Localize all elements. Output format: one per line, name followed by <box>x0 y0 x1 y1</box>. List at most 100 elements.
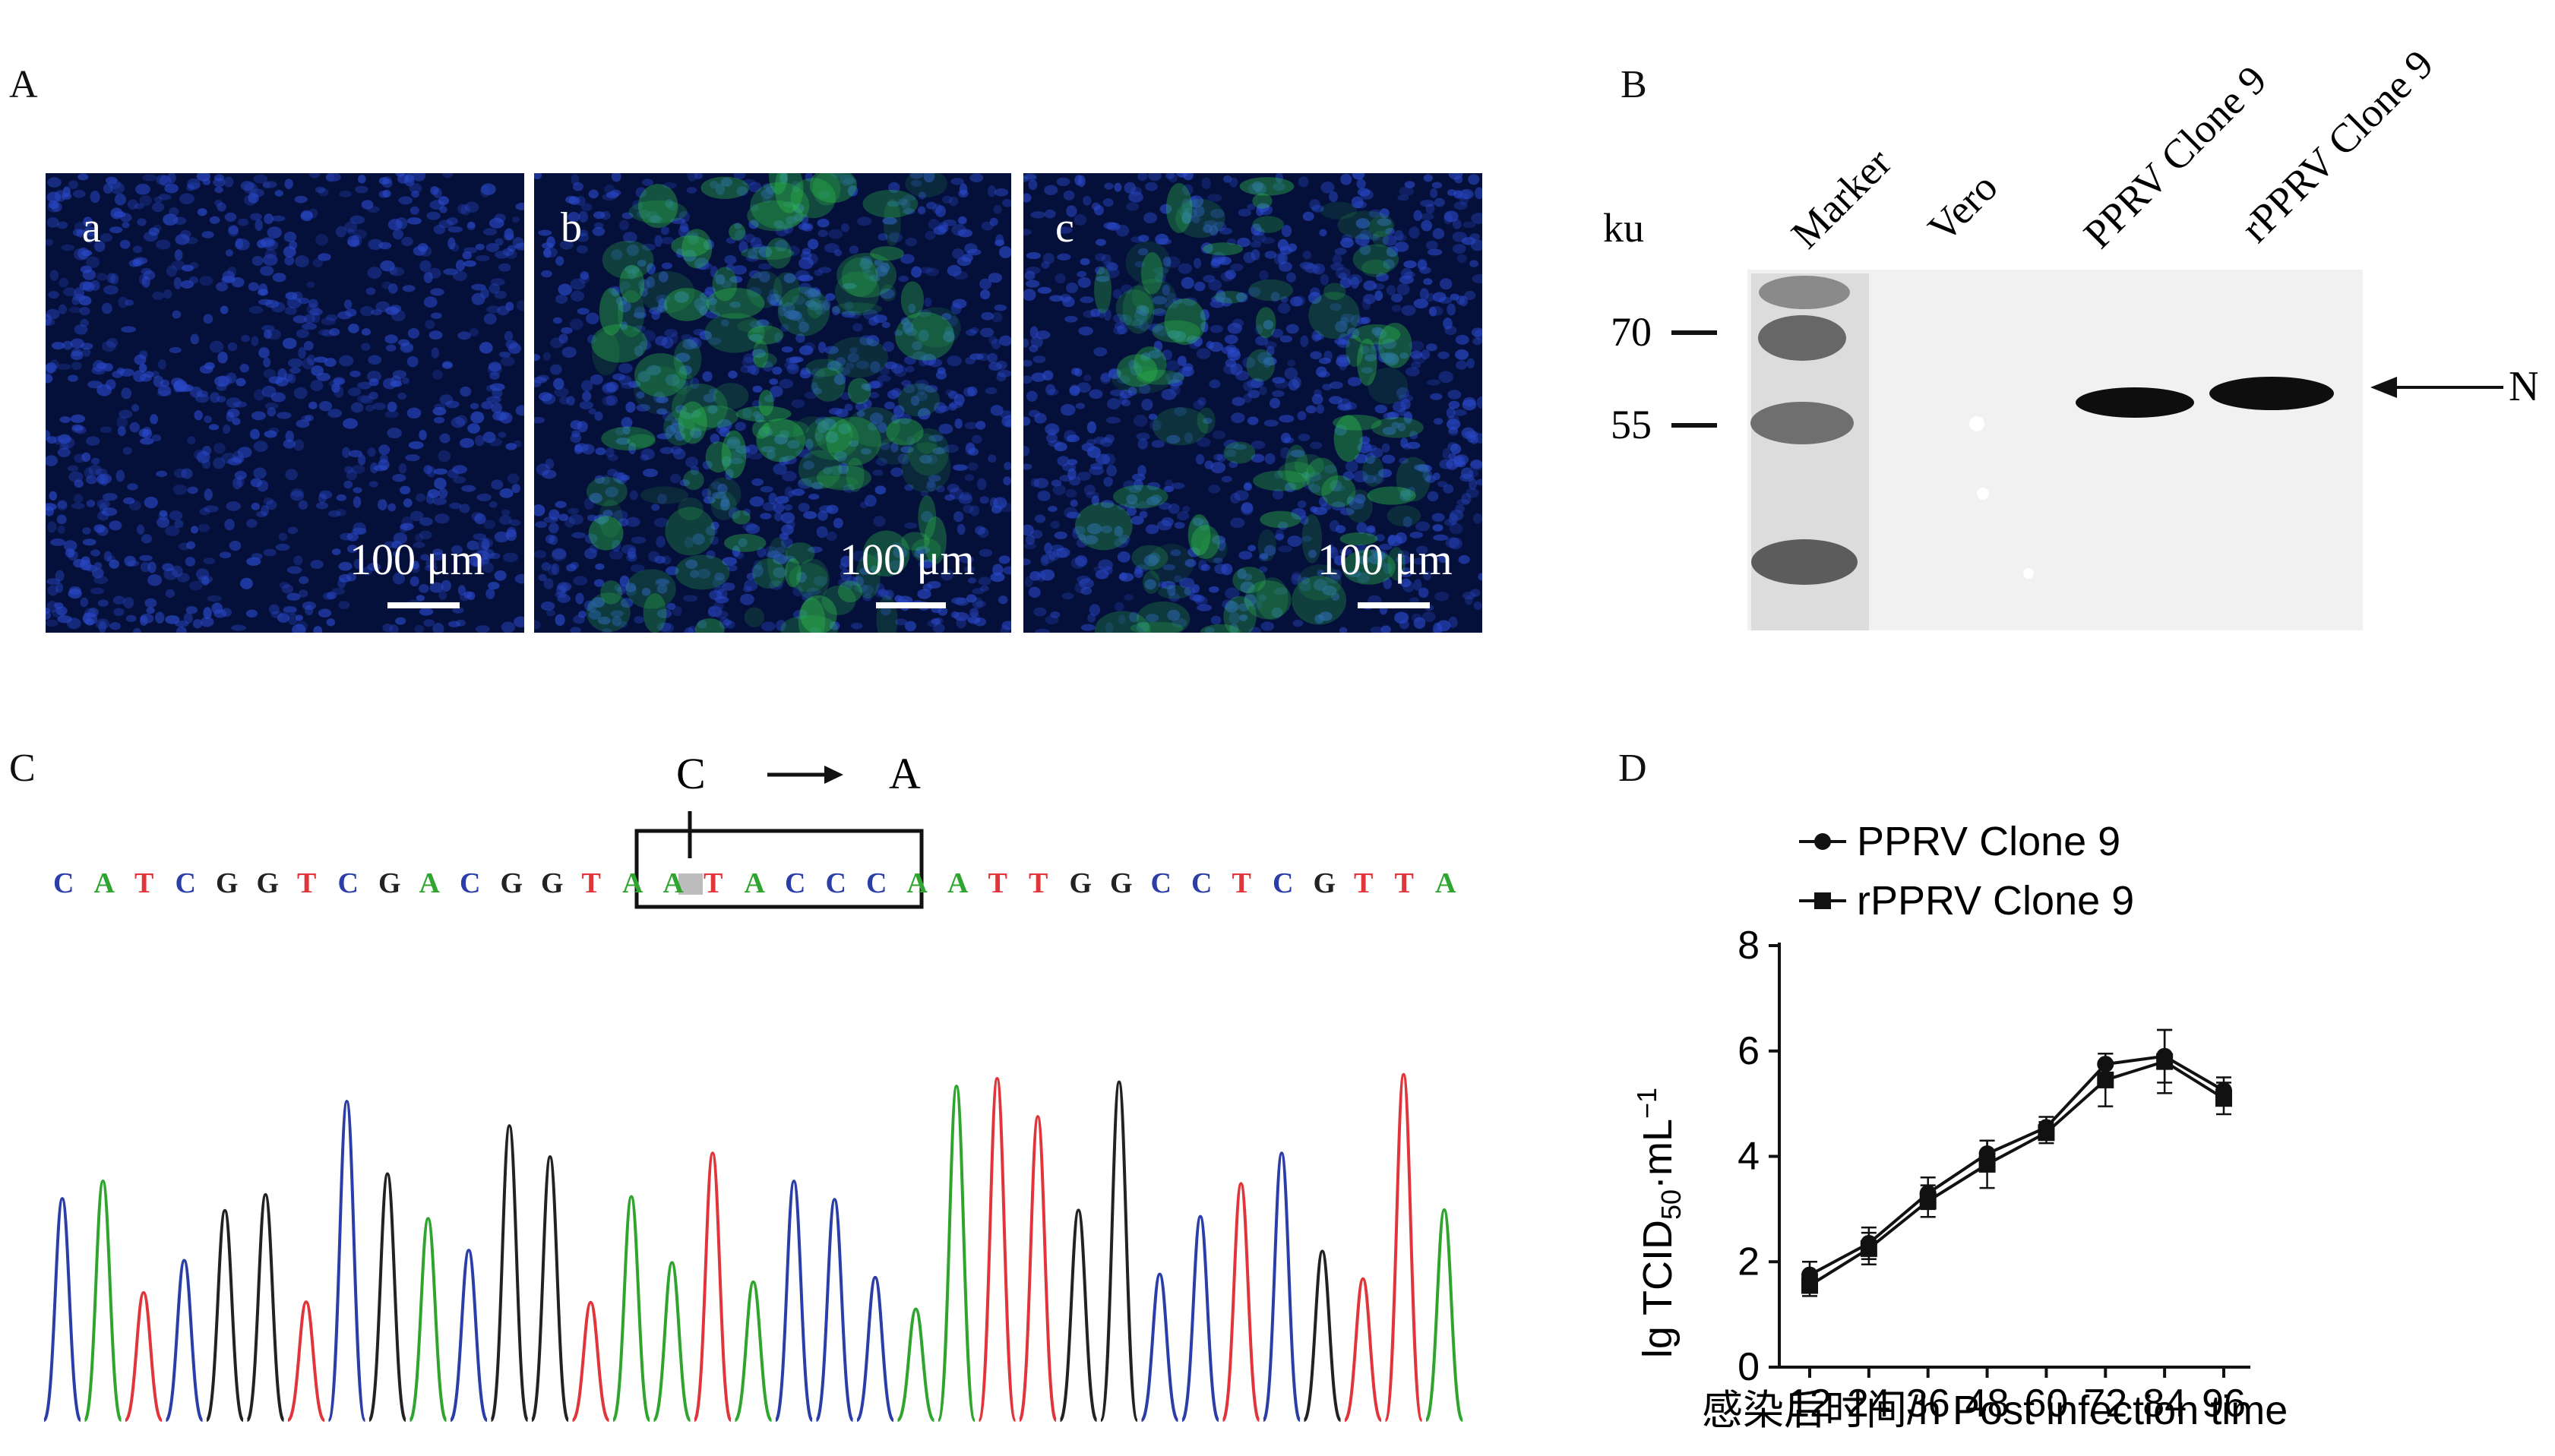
trace-peak <box>1343 1277 1383 1422</box>
micrograph-b-label: b <box>561 204 582 251</box>
chromatogram-trace <box>43 1072 1464 1422</box>
trace-peak <box>43 1197 82 1422</box>
mutation-arrow-head <box>824 766 843 784</box>
micrograph-c: c 100 μm <box>1023 173 1482 633</box>
lane-label-rpprv: rPPRV Clone 9 <box>2232 41 2442 251</box>
sequence-base: A <box>947 867 969 899</box>
micrograph-a: a 100 μm <box>46 173 524 633</box>
sequence-base: A <box>907 867 928 899</box>
sequence-base: C <box>460 867 480 899</box>
unit-ku: ku <box>1603 205 1644 251</box>
trace-peak <box>652 1261 692 1422</box>
trace-peak <box>1018 1115 1058 1422</box>
trace-peak <box>408 1217 448 1422</box>
x-tick-label: 12 <box>1788 1382 1832 1426</box>
sequence-base: A <box>745 867 766 899</box>
sequence-base: G <box>501 867 523 899</box>
micrograph-c-scale-text: 100 μm <box>1317 535 1453 584</box>
trace-peak <box>327 1099 367 1422</box>
data-point-square <box>2038 1124 2055 1142</box>
legend-marker-circle <box>1814 833 1831 850</box>
micrograph-b-scale-text: 100 μm <box>840 535 975 584</box>
x-tick-label: 48 <box>1965 1382 2010 1426</box>
trace-peak <box>733 1280 773 1422</box>
trace-peak <box>368 1172 407 1422</box>
trace-peak <box>1302 1249 1342 1422</box>
sequence-base: T <box>297 867 316 899</box>
trace-peak <box>571 1300 611 1422</box>
sequence-base: C <box>175 867 196 899</box>
blot-speck <box>1977 488 1989 500</box>
trace-peak <box>1099 1080 1139 1422</box>
mutation-to: A <box>889 749 921 798</box>
sequence-base: G <box>541 867 564 899</box>
trace-peak <box>286 1300 326 1422</box>
trace-peak <box>896 1307 936 1422</box>
data-point-square <box>1919 1192 1937 1210</box>
trace-peak <box>83 1179 123 1422</box>
sequence-base: G <box>1314 867 1336 899</box>
trace-peak <box>530 1155 570 1422</box>
sequence-base: C <box>866 867 887 899</box>
micrograph-b-image <box>534 173 1011 633</box>
mutation-highlight <box>678 873 703 895</box>
trace-peak <box>855 1275 895 1422</box>
micrograph-c-label: c <box>1055 204 1074 251</box>
micrograph-a-label: a <box>82 204 101 251</box>
micrograph-a-scale-bar <box>387 602 460 608</box>
data-point-square <box>1860 1240 1877 1257</box>
trace-peak <box>1181 1214 1220 1422</box>
x-axis-label: 感染后时间/h Post infection time <box>1702 1388 2288 1433</box>
sequence-base: G <box>1110 867 1133 899</box>
trace-peak <box>124 1290 163 1422</box>
western-blot-panel: ku 70 55 Marker Vero PPRV Clone 9 rPPRV … <box>1603 41 2538 630</box>
micrograph-c-image <box>1023 173 1482 633</box>
x-tick-label: 84 <box>2142 1382 2187 1426</box>
trace-peak <box>1425 1208 1464 1422</box>
sequence-base: C <box>53 867 74 899</box>
sequence-base: A <box>622 867 643 899</box>
legend-marker-square <box>1814 892 1831 909</box>
chart-legend: PPRV Clone 9 rPPRV Clone 9 <box>1799 819 2134 924</box>
lane-label-marker: Marker <box>1782 140 1900 257</box>
marker-band-55 <box>1750 402 1854 444</box>
sequence-base: A <box>94 867 115 899</box>
legend-label: PPRV Clone 9 <box>1857 819 2120 864</box>
sequence-base: C <box>826 867 846 899</box>
mutation-from: C <box>676 749 706 798</box>
panel-d-letter: D <box>1618 747 1647 790</box>
sequence-base: T <box>134 867 153 899</box>
sequence-base: A <box>419 867 441 899</box>
data-point-square <box>2215 1090 2232 1107</box>
trace-peak <box>774 1180 814 1422</box>
sequence-base: T <box>1232 867 1251 899</box>
trace-peak <box>1140 1272 1180 1422</box>
sequence-base: T <box>1395 867 1414 899</box>
trace-peak <box>612 1195 651 1422</box>
trace-peak <box>1383 1072 1424 1422</box>
band-rpprv <box>2209 377 2334 410</box>
y-axis-label: lg TCID50·mL−1 <box>1631 1088 1687 1358</box>
sequence-base: C <box>1273 867 1293 899</box>
sequence-base: G <box>378 867 401 899</box>
sequence-base: T <box>1029 867 1048 899</box>
panel-a-letter: A <box>9 63 38 106</box>
panel-c-letter: C <box>9 747 36 790</box>
trace-peak <box>489 1124 530 1422</box>
sequence-base: C <box>1151 867 1172 899</box>
x-tick-label: 60 <box>2025 1382 2069 1426</box>
y-tick-label: 8 <box>1738 924 1760 968</box>
x-tick-label: 24 <box>1847 1382 1891 1426</box>
x-tick-label: 96 <box>2202 1382 2246 1426</box>
y-tick-label: 0 <box>1738 1345 1760 1389</box>
nuclei-dapi <box>46 173 524 633</box>
micrograph-a-image <box>46 173 524 633</box>
nuclei-dapi <box>1023 173 1482 633</box>
micrograph-b: b 100 μm <box>534 173 1011 633</box>
legend-label: rPPRV Clone 9 <box>1857 878 2134 924</box>
sequence-base: C <box>1191 867 1212 899</box>
